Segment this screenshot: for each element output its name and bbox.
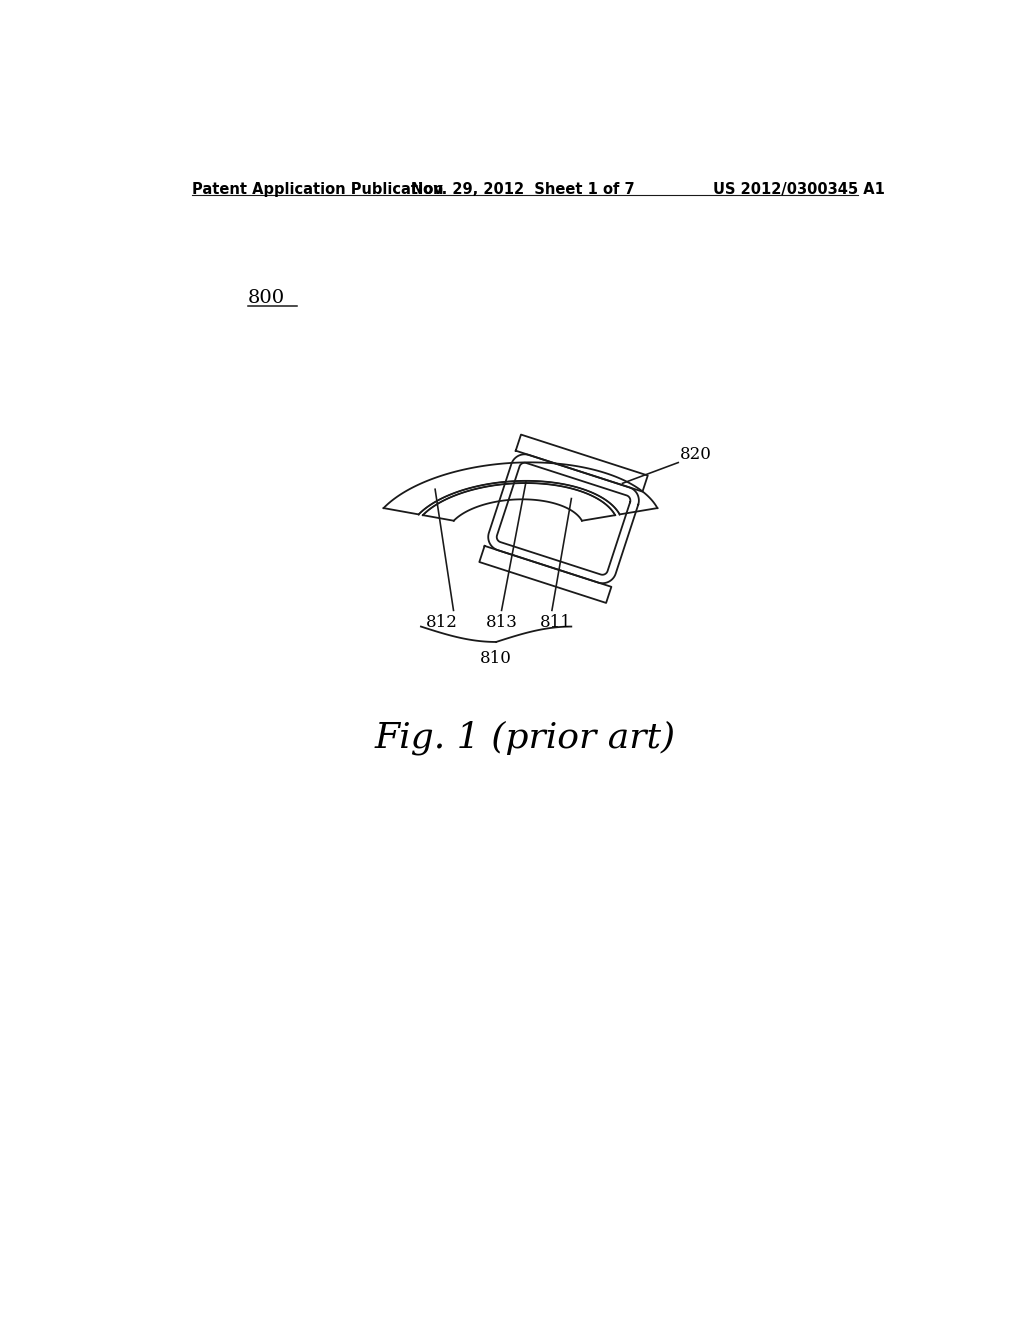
Text: 820: 820 bbox=[680, 446, 712, 462]
Text: 811: 811 bbox=[540, 614, 571, 631]
Text: 800: 800 bbox=[248, 289, 286, 308]
Text: 812: 812 bbox=[426, 614, 458, 631]
Text: Nov. 29, 2012  Sheet 1 of 7: Nov. 29, 2012 Sheet 1 of 7 bbox=[411, 182, 635, 197]
Text: 810: 810 bbox=[480, 649, 512, 667]
Text: Patent Application Publication: Patent Application Publication bbox=[191, 182, 443, 197]
Text: 813: 813 bbox=[485, 614, 517, 631]
Text: US 2012/0300345 A1: US 2012/0300345 A1 bbox=[713, 182, 885, 197]
Text: Fig. 1 (prior art): Fig. 1 (prior art) bbox=[374, 721, 676, 755]
